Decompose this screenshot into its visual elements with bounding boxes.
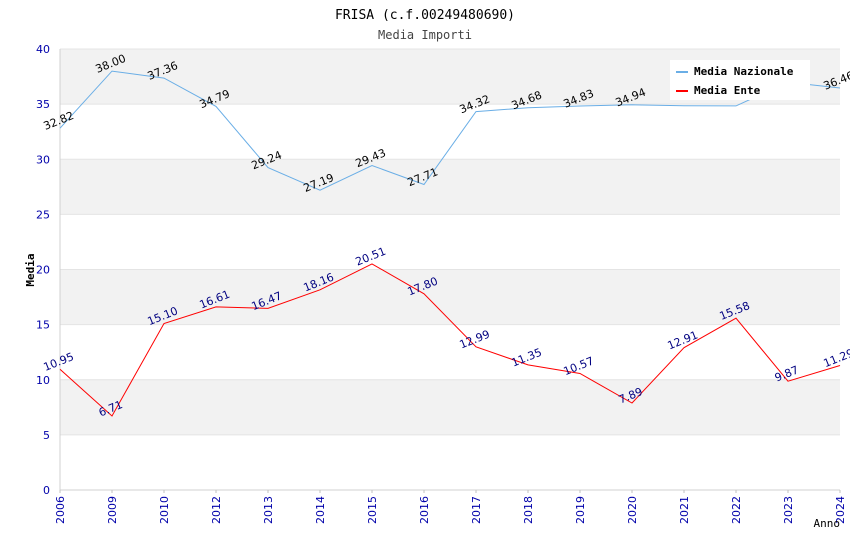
data-label: 10.57	[562, 354, 596, 378]
chart-subtitle: Media Importi	[378, 28, 472, 42]
x-tick-label: 2009	[106, 496, 119, 524]
series-group	[59, 70, 841, 417]
x-tick-label: 2023	[782, 496, 795, 524]
x-tick-label: 2021	[678, 496, 691, 524]
legend: Media Nazionale Media Ente	[670, 60, 810, 100]
series-line-nazionale	[59, 70, 841, 191]
x-tick-label: 2006	[54, 496, 67, 524]
x-tick-label: 2010	[158, 496, 171, 524]
x-tick-label: 2016	[418, 496, 431, 524]
x-tick-label: 2022	[730, 496, 743, 524]
x-tick-label: 2020	[626, 496, 639, 524]
legend-box	[670, 60, 810, 100]
y-tick-label: 30	[36, 153, 50, 166]
x-tick-label: 2024	[834, 496, 847, 524]
x-tick-label: 2019	[574, 496, 587, 524]
x-tick-label: 2014	[314, 496, 327, 524]
grid-band	[60, 159, 840, 215]
legend-label-ente: Media Ente	[694, 84, 761, 97]
y-tick-labels: 0 5 10 15 20 25 30 35 40	[36, 43, 50, 497]
data-label: 11.35	[510, 346, 544, 370]
data-label: 32.82	[42, 109, 76, 133]
chart-title: FRISA (c.f.00249480690)	[335, 8, 515, 23]
y-tick-label: 10	[36, 374, 50, 387]
data-label: 10.95	[42, 350, 76, 374]
x-tick-label: 2012	[210, 496, 223, 524]
data-label: 12.99	[458, 328, 492, 352]
grid-bands	[60, 49, 840, 435]
x-tick-label: 2017	[470, 496, 483, 524]
x-tick-label: 2018	[522, 496, 535, 524]
y-axis-label: Media	[24, 253, 37, 286]
y-tick-label: 0	[43, 484, 50, 497]
y-tick-label: 40	[36, 43, 50, 56]
y-tick-label: 35	[36, 98, 50, 111]
x-tick-label: 2015	[366, 496, 379, 524]
y-tick-label: 25	[36, 208, 50, 221]
legend-label-nazionale: Media Nazionale	[694, 65, 794, 78]
x-tick-label: 2013	[262, 496, 275, 524]
gridlines	[60, 48, 840, 491]
y-tick-label: 5	[43, 429, 50, 442]
grid-band	[60, 379, 840, 435]
x-tick-labels: 2006 2009 2010 2012 2013 2014 2015 2016 2017 2018…	[54, 490, 847, 524]
x-axis-label: Anno	[814, 517, 841, 530]
y-tick-label: 15	[36, 319, 50, 332]
series-line-ente	[59, 263, 841, 417]
y-tick-label: 20	[36, 264, 50, 277]
